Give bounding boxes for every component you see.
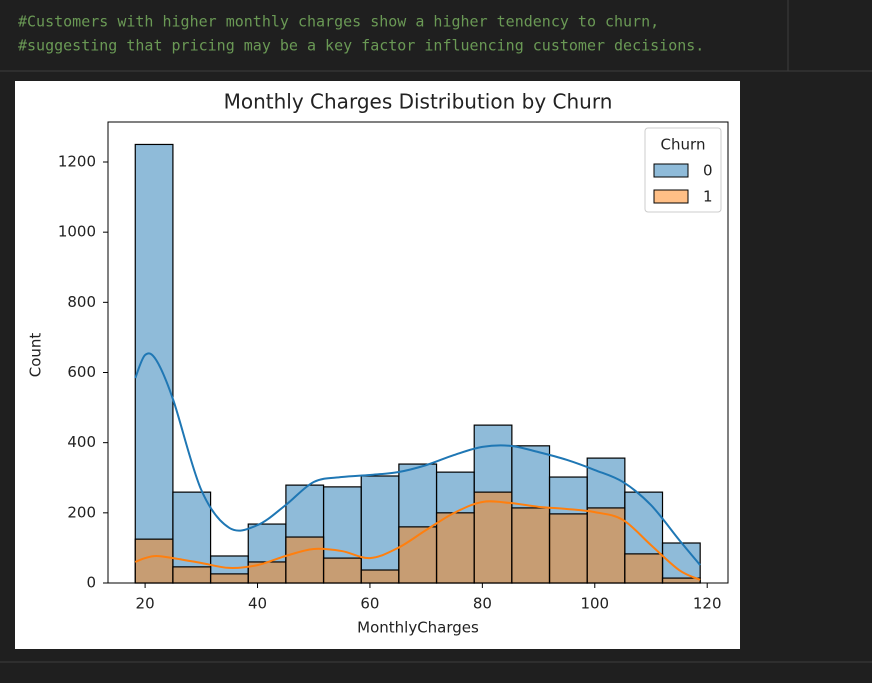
legend-swatch <box>653 189 689 204</box>
bar <box>548 513 588 584</box>
y-tick-label: 1200 <box>58 152 96 170</box>
y-tick-label: 600 <box>67 363 96 381</box>
bar <box>586 507 626 584</box>
bar <box>661 577 701 584</box>
bar <box>624 553 664 584</box>
x-tick-label: 100 <box>580 595 609 613</box>
y-tick-label: 800 <box>67 293 96 311</box>
bar <box>360 475 400 584</box>
legend-label: 0 <box>703 162 713 180</box>
code-comment: #Customers with higher monthly charges s… <box>18 13 659 31</box>
bar <box>209 573 249 584</box>
bar <box>511 507 551 584</box>
chart-title: Monthly Charges Distribution by Churn <box>224 90 613 114</box>
legend-title: Churn <box>661 136 706 154</box>
bar <box>360 569 400 584</box>
x-tick-label: 20 <box>136 595 155 613</box>
y-tick-label: 200 <box>67 503 96 521</box>
x-tick-label: 40 <box>248 595 267 613</box>
kde-line <box>134 500 701 581</box>
bar <box>473 491 513 584</box>
x-axis-label: MonthlyCharges <box>357 619 479 637</box>
kde-line <box>134 352 701 566</box>
y-tick-label: 0 <box>86 574 96 592</box>
bar <box>435 512 475 584</box>
y-axis-label: Count <box>27 333 45 378</box>
bar <box>172 566 212 584</box>
legend-label: 1 <box>703 188 713 206</box>
bar <box>322 557 362 584</box>
y-tick-label: 400 <box>67 433 96 451</box>
x-tick-label: 60 <box>360 595 379 613</box>
legend-swatch <box>653 163 689 178</box>
plot-frame <box>107 121 729 584</box>
bar <box>285 536 325 584</box>
x-tick-label: 120 <box>693 595 722 613</box>
x-tick-label: 80 <box>473 595 492 613</box>
bar <box>661 542 701 584</box>
code-comment: #suggesting that pricing may be a key fa… <box>18 37 704 55</box>
bar <box>134 538 174 584</box>
y-tick-label: 1000 <box>58 223 96 241</box>
